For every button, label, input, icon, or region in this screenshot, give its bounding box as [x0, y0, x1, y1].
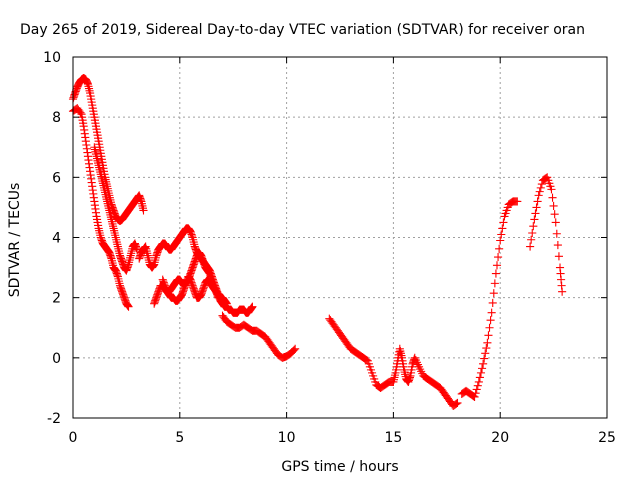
data-point-sat-track-i — [499, 218, 508, 227]
data-point-sat-track-j — [551, 218, 560, 227]
data-point-sat-track-i — [500, 212, 509, 221]
data-point-sat-track-j — [531, 209, 540, 218]
data-point-sat-track-i — [492, 261, 502, 270]
y-tick-label: 6 — [52, 170, 61, 186]
data-point-sat-track-f — [222, 299, 231, 308]
data-point-sat-track-i — [487, 308, 496, 317]
y-axis-label: SDTVAR / TECUs — [7, 183, 23, 298]
data-point-sat-track-j — [547, 185, 556, 194]
data-point-sat-track-j — [533, 197, 542, 206]
data-point-sat-track-i — [474, 377, 483, 386]
y-tick-label: 8 — [52, 110, 61, 126]
data-point-sat-track-i — [473, 381, 482, 390]
data-point-sat-track-j — [536, 183, 545, 192]
y-tick-label: 2 — [52, 291, 61, 307]
data-points — [68, 74, 567, 411]
data-point-sat-track-j — [526, 242, 535, 251]
data-point-sat-track-i — [486, 316, 495, 325]
data-point-sat-track-j — [537, 180, 546, 189]
y-tick-label: 4 — [52, 231, 61, 247]
x-tick-label: 0 — [69, 430, 78, 446]
data-point-sat-track-h — [453, 398, 462, 408]
data-point-sat-track-j — [553, 240, 562, 250]
data-point-sat-track-i — [475, 373, 484, 382]
data-point-sat-track-i — [496, 236, 505, 245]
data-point-sat-track-h — [365, 362, 374, 371]
x-tick-label: 10 — [278, 430, 296, 446]
data-point-sat-track-j — [548, 193, 557, 202]
data-point-sat-track-i — [498, 224, 507, 233]
data-point-sat-track-i — [513, 197, 522, 206]
data-point-sat-track-j — [552, 229, 561, 238]
data-point-sat-track-i — [472, 385, 481, 394]
data-point-sat-track-d — [248, 302, 257, 311]
data-point-sat-track-i — [470, 392, 479, 401]
data-point-sat-track-i — [476, 368, 486, 377]
data-point-sat-track-j — [528, 228, 537, 238]
data-point-sat-track-j — [530, 215, 539, 224]
axis-ticks — [72, 56, 608, 419]
data-point-sat-track-b — [124, 302, 133, 311]
data-point-sat-track-g — [290, 345, 299, 354]
data-point-sat-track-i — [488, 298, 497, 307]
data-point-sat-track-i — [491, 269, 500, 278]
tick-labels: 0 5 10 15 20 25 -2 0 2 4 6 8 10 — [43, 50, 616, 446]
data-point-sat-track-i — [481, 349, 490, 358]
data-point-sat-track-c — [133, 245, 142, 254]
data-point-sat-track-i — [484, 331, 493, 340]
data-point-sat-track-i — [471, 389, 480, 398]
data-point-sat-track-j — [558, 287, 567, 296]
data-point-sat-track-h — [364, 359, 373, 368]
data-point-sat-track-j — [543, 173, 552, 182]
data-point-sat-track-h — [363, 356, 372, 365]
y-tick-label: 0 — [52, 351, 61, 367]
data-point-sat-track-i — [494, 253, 503, 262]
data-point-sat-track-i — [479, 359, 488, 368]
data-point-sat-track-i — [482, 344, 491, 353]
data-point-sat-track-i — [485, 323, 494, 332]
x-tick-label: 20 — [491, 430, 509, 446]
data-point-sat-track-j — [535, 187, 544, 196]
x-axis-label: GPS time / hours — [281, 459, 398, 475]
x-tick-label: 25 — [598, 430, 616, 446]
data-point-sat-track-j — [550, 210, 559, 219]
data-point-sat-track-i — [490, 279, 499, 288]
data-point-sat-track-i — [489, 289, 498, 298]
chart-title: Day 265 of 2019, Sidereal Day-to-day VTE… — [20, 22, 585, 38]
x-tick-label: 15 — [384, 430, 402, 446]
data-point-sat-track-h — [369, 371, 378, 380]
data-point-sat-track-j — [554, 252, 563, 261]
data-point-sat-track-j — [529, 222, 538, 231]
y-tick-label: -2 — [47, 411, 61, 427]
data-point-sat-track-j — [544, 176, 553, 185]
data-point-sat-track-j — [532, 203, 541, 212]
data-point-sat-track-j — [545, 179, 554, 188]
data-point-sat-track-i — [480, 354, 489, 363]
data-point-sat-track-j — [549, 201, 558, 210]
data-point-sat-track-i — [495, 244, 504, 253]
data-point-sat-track-i — [497, 230, 506, 239]
data-point-sat-track-i — [483, 338, 492, 347]
data-point-sat-track-h — [370, 374, 379, 383]
data-point-sat-track-h — [366, 365, 376, 374]
data-point-sat-track-i — [501, 209, 510, 218]
grid — [73, 57, 607, 418]
data-point-sat-track-j — [546, 182, 555, 191]
y-tick-label: 10 — [43, 50, 61, 66]
data-point-sat-track-a — [139, 206, 148, 215]
data-point-sat-track-g — [291, 344, 300, 353]
data-point-sat-track-h — [452, 399, 461, 408]
data-point-sat-track-j — [527, 235, 536, 244]
data-point-sat-track-b — [76, 108, 85, 117]
data-point-sat-track-j — [534, 191, 543, 200]
data-point-sat-track-h — [367, 368, 377, 377]
x-tick-label: 5 — [175, 430, 184, 446]
data-point-sat-track-i — [477, 364, 487, 373]
data-point-sat-track-i — [502, 206, 511, 215]
